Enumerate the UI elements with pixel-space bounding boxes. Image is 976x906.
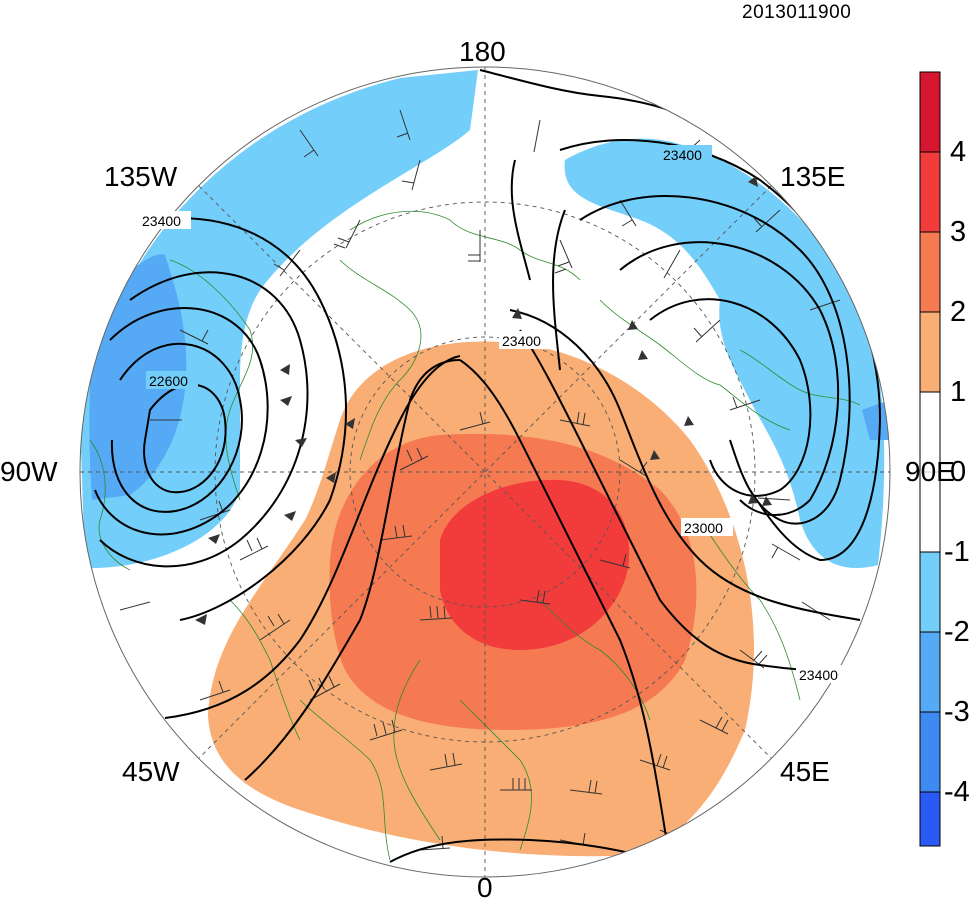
- longitude-label-90w: 90W: [0, 456, 58, 487]
- anomaly-region-negative: [80, 70, 478, 569]
- colorbar-bin: [920, 72, 940, 152]
- colorbar-tick-label: 4: [950, 136, 967, 168]
- colorbar-bin: [920, 632, 940, 712]
- colorbar-tick-label: -2: [944, 616, 970, 648]
- map-border: [79, 66, 891, 878]
- graticule: [80, 67, 890, 877]
- colorbar-bin: [920, 392, 940, 472]
- contour-label: 23400: [663, 147, 702, 163]
- colorbar-tick-label: -3: [944, 696, 970, 728]
- colorbar-tick-label: -1: [944, 536, 970, 568]
- colorbar-bin: [920, 232, 940, 312]
- flow-arrows: [195, 176, 772, 625]
- anomaly-region-negative: [564, 138, 885, 568]
- longitude-label-0: 0: [477, 872, 493, 903]
- longitude-label-135w: 135W: [104, 161, 178, 192]
- longitude-label-45w: 45W: [122, 756, 180, 787]
- timestamp-label: 2013011900: [742, 2, 852, 23]
- longitude-label-180: 180: [459, 36, 506, 67]
- colorbar-bin: [920, 472, 940, 552]
- contour-label: 23400: [799, 667, 838, 683]
- colorbar-tick-label: 2: [950, 296, 967, 328]
- longitude-label-45e: 45E: [780, 756, 830, 787]
- map-disk: [80, 67, 890, 877]
- contour-label: 23400: [502, 333, 541, 349]
- longitude-label-135e: 135E: [780, 161, 846, 192]
- colorbar-bin: [920, 792, 940, 846]
- contour-label: 23400: [142, 213, 181, 229]
- colorbar-tick-label: 1: [950, 376, 967, 408]
- longitude-label-90e: 90E: [905, 456, 955, 487]
- colorbar-bin: [920, 552, 940, 632]
- contour-label-group: 23400 22600 23400 23400 23000 23400: [139, 145, 848, 683]
- wind-barbs: [119, 109, 841, 851]
- colorbar-tick-label: 0: [950, 456, 967, 488]
- colorbar: [919, 71, 941, 847]
- contour-label: 23000: [684, 520, 723, 536]
- colorbar-tick-label: -4: [944, 776, 970, 808]
- height-contours: [94, 69, 882, 877]
- anomaly-region-negative-strong: [89, 254, 187, 500]
- anomaly-region-negative-strong: [862, 402, 890, 440]
- anomaly-region-positive-3: [440, 479, 630, 650]
- colorbar-bin: [920, 712, 940, 792]
- colorbar-tick-label: 3: [950, 216, 967, 248]
- colorbar-bin: [920, 312, 940, 392]
- contour-label: 22600: [149, 373, 188, 389]
- colorbar-bin: [920, 152, 940, 232]
